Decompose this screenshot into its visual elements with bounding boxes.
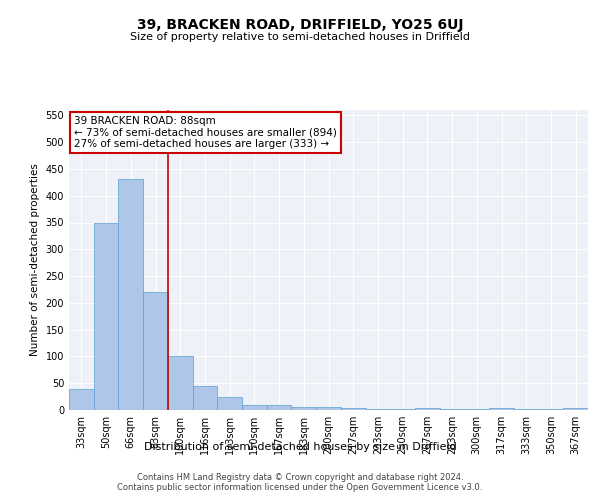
Bar	[94, 222, 118, 410]
Bar	[292, 408, 316, 410]
Text: Distribution of semi-detached houses by size in Driffield: Distribution of semi-detached houses by …	[143, 442, 457, 452]
Bar	[563, 408, 588, 410]
Bar	[143, 292, 168, 410]
Text: 39, BRACKEN ROAD, DRIFFIELD, YO25 6UJ: 39, BRACKEN ROAD, DRIFFIELD, YO25 6UJ	[137, 18, 463, 32]
Text: 39 BRACKEN ROAD: 88sqm
← 73% of semi-detached houses are smaller (894)
27% of se: 39 BRACKEN ROAD: 88sqm ← 73% of semi-det…	[74, 116, 337, 149]
Bar	[267, 405, 292, 410]
Bar	[193, 386, 217, 410]
Text: Size of property relative to semi-detached houses in Driffield: Size of property relative to semi-detach…	[130, 32, 470, 42]
Bar	[69, 388, 94, 410]
Text: Contains HM Land Registry data © Crown copyright and database right 2024.: Contains HM Land Registry data © Crown c…	[137, 472, 463, 482]
Bar	[168, 356, 193, 410]
Y-axis label: Number of semi-detached properties: Number of semi-detached properties	[30, 164, 40, 356]
Bar	[316, 408, 341, 410]
Bar	[341, 408, 365, 410]
Bar	[217, 396, 242, 410]
Bar	[365, 409, 390, 410]
Bar	[415, 408, 440, 410]
Text: Contains public sector information licensed under the Open Government Licence v3: Contains public sector information licen…	[118, 482, 482, 492]
Bar	[489, 408, 514, 410]
Bar	[242, 404, 267, 410]
Bar	[118, 178, 143, 410]
